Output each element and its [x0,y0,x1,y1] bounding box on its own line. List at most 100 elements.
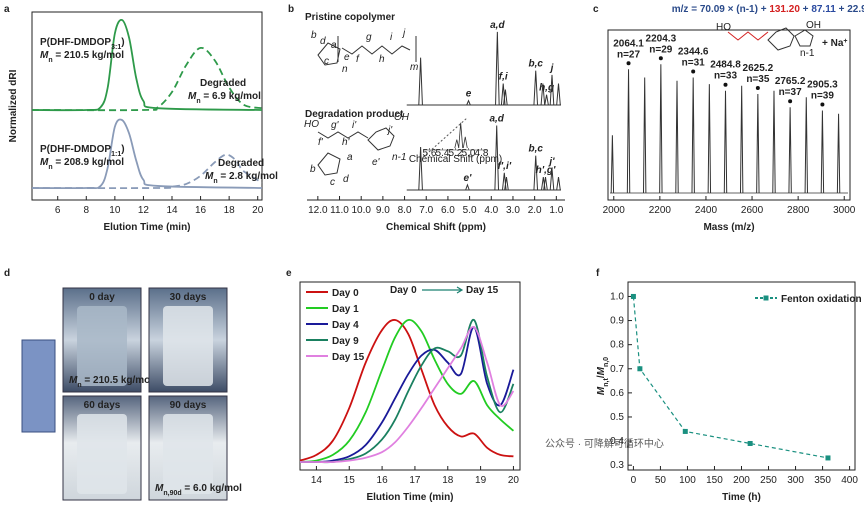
data-point [637,366,643,372]
structure-label: HO [716,22,731,33]
peak-mass-label: 2625.2 [743,63,774,74]
text-part: + [843,38,847,45]
x-tick-label: 12.0 [308,205,328,216]
trace-label: Mn = 6.9 kg/mol [188,91,261,105]
x-tick-label: 250 [760,475,777,486]
x-tick-label: 6.0 [441,205,455,216]
text-part: = 210.5 kg/mol [53,50,125,61]
x-tick-label: 10 [109,205,121,216]
x-tick-label: 2600 [741,205,764,216]
structure-label: g' [331,120,340,131]
photo-note: Mn = 210.5 kg/mol [69,375,153,389]
formula-part: m/z = 70.09 × (n-1) + [672,4,770,15]
peak-dot [820,102,825,107]
structure-label: i' [352,120,357,131]
text-part: = 208.9 kg/mol [53,157,125,168]
peak-mass-label: 2064.1 [613,38,644,49]
legend-label: Day 1 [332,304,359,315]
series-line [299,326,515,464]
ms-peak [836,113,841,194]
product-structure [317,127,395,176]
peak-label: e' [463,173,472,184]
nmr-peak [466,99,471,106]
nmr-peak [418,57,423,106]
structure-label: OH [394,112,410,123]
text-part: M [596,386,607,395]
nmr-peak [543,177,548,191]
series-line [299,319,515,463]
y-axis-title: Normalized dRI [8,69,19,142]
nmr-peak [418,146,423,191]
peak-n-label: n=35 [746,74,770,85]
inset-pointer [419,117,468,161]
y-axis-title: Mn,t/Mn,0 [596,357,610,395]
trace-label: P(DHF-DMDOP3:1) [40,37,125,51]
ms-peak [788,107,792,194]
x-tick-label: 18 [442,475,454,486]
structure-label: OH [806,20,821,31]
panel-label: b [288,4,294,15]
y-tick-label: 0.6 [610,388,624,399]
structure-label: n [342,64,348,75]
formula: m/z = 70.09 × (n-1) + 131.20 + 87.11 + 2… [672,4,864,15]
text-part: = 6.0 kg/mol [182,483,243,494]
series-line [299,319,514,462]
text-part: = 2.8 kg/mol [218,171,279,182]
x-axis-title: Chemical Shift (ppm) [386,222,486,233]
data-point [747,440,753,446]
text-part: M [155,483,164,494]
x-tick-label: 0 [631,475,637,486]
peak-mass-label: 2344.6 [678,47,709,58]
x-tick-label: 18 [224,205,236,216]
x-axis-title: Mass (m/z) [703,222,754,233]
vial [163,414,213,494]
peak-dot [691,69,696,74]
peak-label: b,c [529,59,544,70]
panel-label: a [4,4,10,15]
text-part: M [596,366,607,375]
x-tick-label: 2800 [787,205,810,216]
legend-label: Day 4 [332,320,359,331]
series-line [300,326,515,464]
text-part: M [188,91,197,102]
inset-tick-label: 5.0 [462,148,476,159]
trace-line [31,46,263,112]
data-point [682,428,688,434]
watermark: 公众号 · 可降解可循环中心 [545,437,664,450]
text-part: P(DHF-DMDOP [40,144,111,155]
inset-tick-label: 4.8 [475,148,489,159]
trace-line [31,19,263,112]
x-tick-label: 4.0 [484,205,498,216]
peak-label: j [549,63,554,74]
legend-label: Fenton oxidation [781,294,862,305]
x-tick-label: 6 [55,205,61,216]
x-tick-label: 17 [409,475,421,486]
peak-label: a,d [490,20,505,31]
text-part: ) [121,144,124,155]
x-axis-title: Elution Time (min) [366,492,453,503]
legend-label: Day 15 [332,352,365,363]
nmr-peak [465,183,470,191]
inset-peak [458,122,464,149]
text-part: n,0 [603,357,610,367]
peak-label: b,c [529,144,544,155]
legend-label: Day 0 [332,288,359,299]
text-part: M [69,375,78,386]
x-tick-label: 16 [377,475,389,486]
x-tick-label: 2200 [649,205,672,216]
x-tick-label: 20 [252,205,264,216]
peak-mass-label: 2765.2 [775,76,806,87]
nmr-peak [504,177,509,191]
trace-label: Degraded [200,78,246,89]
structure-label: a [331,40,337,51]
ms-peak [626,69,631,194]
ms-structure-chain [727,31,769,41]
peak-dot [788,99,793,104]
peak-n-label: n=33 [714,71,738,82]
text-part: n [48,57,52,64]
structure-label: h' [342,137,351,148]
text-part: M [40,50,49,61]
x-tick-label: 1.0 [549,205,563,216]
structure-label: HO [304,119,319,130]
peak-label: h',g' [536,165,556,176]
